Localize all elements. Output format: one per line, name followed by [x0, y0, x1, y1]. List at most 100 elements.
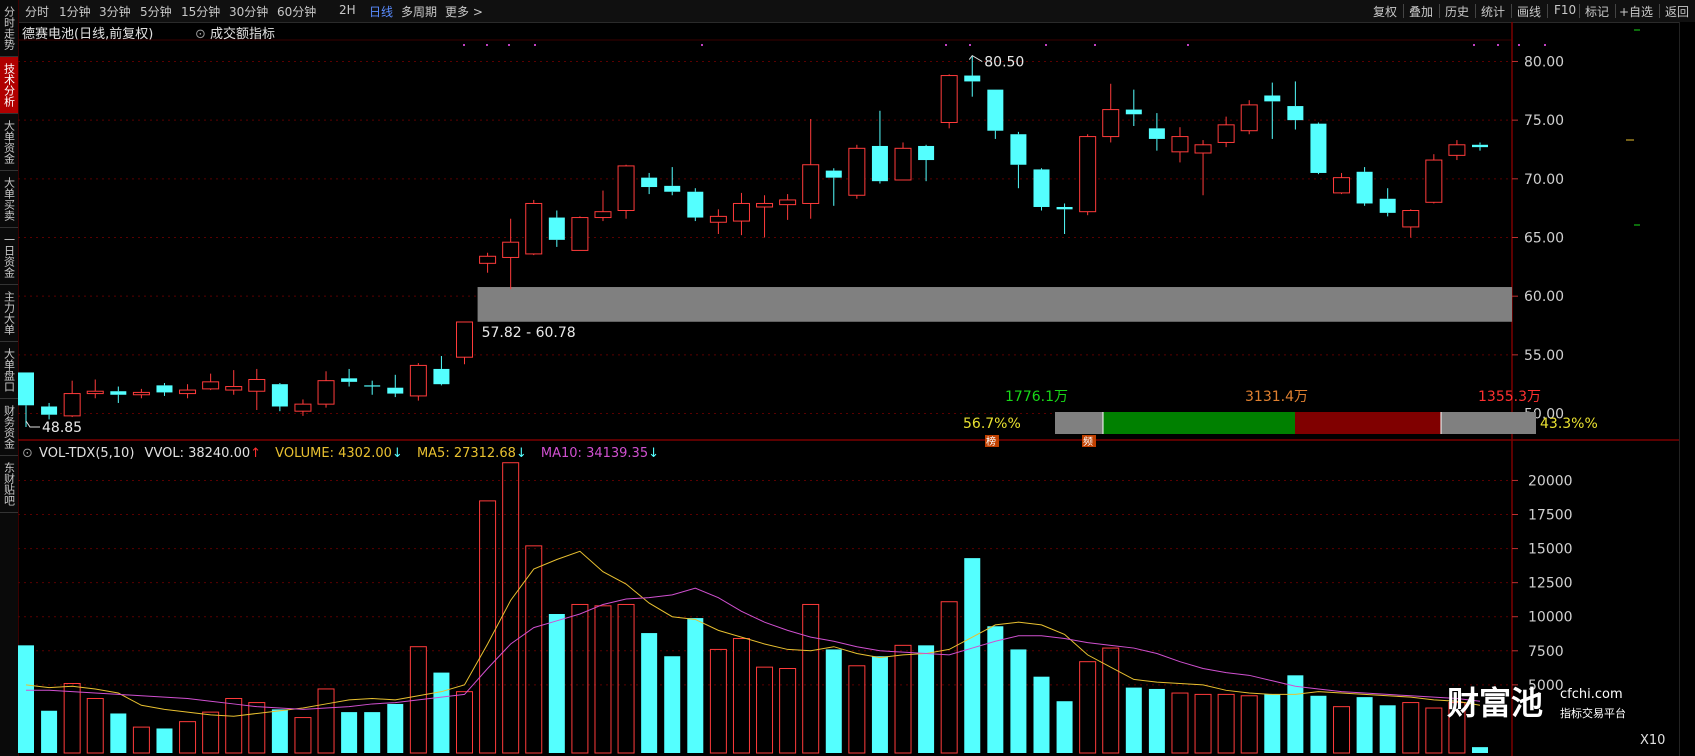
vvol-value: VVOL: 38240.00 [144, 446, 251, 461]
price-tick-label: 55.00 [1524, 348, 1564, 364]
sidebar-item-big-order-funds[interactable]: 大单资金 [0, 114, 18, 171]
indicator-selector[interactable]: ⊙ 成交额指标 [195, 23, 275, 42]
candle [317, 371, 335, 408]
candle-body [156, 385, 173, 393]
chip-tag-badge [985, 435, 999, 447]
toolbar-divider [1439, 4, 1440, 18]
volume-bar [433, 672, 450, 753]
ma-lines [25, 550, 1481, 717]
sidebar-item-big-order-book[interactable]: 大单盘口 [0, 342, 18, 399]
period-1min[interactable]: 1分钟 [59, 5, 91, 19]
candle-body [918, 145, 935, 161]
volume-value: VOLUME: 4302.00 [275, 446, 392, 461]
period-more[interactable]: 更多 > [445, 5, 483, 19]
sidebar-item-label: 大单资金 [2, 120, 16, 164]
candle-body [825, 170, 842, 178]
candle-body [1194, 144, 1212, 154]
volume-bar [894, 644, 912, 754]
volume-bar [364, 712, 381, 753]
volume-bar [1472, 747, 1488, 753]
volume-tick-label: 5000 [1528, 678, 1564, 694]
candle-body [1264, 95, 1281, 102]
low-price-label: 48.85 [42, 420, 82, 436]
candle [548, 210, 565, 247]
fuquan-button[interactable]: 复权 [1373, 5, 1398, 19]
candle-body [1240, 104, 1258, 132]
candle-body [1102, 109, 1120, 138]
candle [1472, 142, 1488, 151]
price-tick-label: 80.00 [1524, 54, 1564, 70]
volume-tick-label: 20000 [1528, 473, 1573, 489]
candle-body [687, 191, 704, 218]
period-30min[interactable]: 30分钟 [229, 5, 269, 19]
candle-body [1425, 159, 1443, 203]
period-5min[interactable]: 5分钟 [140, 5, 172, 19]
period-daily[interactable]: 日线 [369, 5, 394, 19]
mark-button[interactable]: 标记 [1585, 5, 1610, 19]
sidebar-item-main-big-orders[interactable]: 主力大单 [0, 285, 18, 342]
period-intraday[interactable]: 分时 [25, 5, 50, 19]
sidebar-item-technical[interactable]: 技术分析 [0, 57, 18, 114]
volume-unit: X10 [1640, 733, 1666, 748]
history-button[interactable]: 历史 [1445, 5, 1470, 19]
right-side-strip [1679, 22, 1695, 756]
high-price-label: 80.50 [984, 55, 1024, 71]
candle [86, 379, 104, 399]
candle-body [341, 378, 358, 382]
volume-bar [1033, 676, 1050, 753]
f10-button[interactable]: F10 [1554, 3, 1577, 17]
candle [709, 209, 727, 234]
chip-segment-green [1103, 412, 1295, 434]
sidebar-item-finance-funds[interactable]: 财务资金 [0, 399, 18, 456]
chip-tag-label: 榜 [986, 435, 996, 448]
candle-body [756, 202, 774, 208]
overlay-button[interactable]: 叠加 [1409, 5, 1434, 19]
volume-bar [1333, 706, 1351, 754]
period-60min[interactable]: 60分钟 [277, 5, 317, 19]
signal-dot [486, 44, 488, 46]
price-axis: 80.0075.0070.0065.0060.0055.0050.0020000… [1512, 54, 1573, 694]
period-3min[interactable]: 3分钟 [99, 5, 131, 19]
sidebar-item-daily-funds[interactable]: 一日资金 [0, 228, 18, 285]
candle [1425, 154, 1443, 204]
volume-bar [548, 613, 565, 753]
volume-bar [687, 618, 704, 753]
volume-bar [1240, 695, 1258, 754]
period-multi[interactable]: 多周期 [401, 5, 438, 19]
candle-body [1356, 171, 1373, 204]
price-tick-label: 60.00 [1524, 289, 1564, 305]
candle-body [1079, 136, 1097, 213]
vol-indicator-name[interactable]: VOL-TDX(5,10) [39, 446, 135, 461]
sidebar-item-forum[interactable]: 东财贴吧 [0, 456, 18, 513]
sidebar-item-big-order-trades[interactable]: 大单买卖 [0, 171, 18, 228]
chart-title: 德赛电池(日线,前复权) [22, 27, 154, 42]
chip-segment-gray-right [1441, 412, 1536, 434]
back-button[interactable]: 返回 [1665, 5, 1690, 19]
candle-body [871, 145, 888, 182]
candle [479, 252, 497, 273]
candle-body [225, 386, 243, 391]
volume-bar [571, 603, 589, 754]
candle-body [571, 217, 589, 251]
period-15min[interactable]: 15分钟 [181, 5, 221, 19]
signal-dot [534, 44, 536, 46]
candle-body [848, 147, 866, 196]
add-watchlist-button[interactable]: +自选 [1619, 5, 1654, 19]
volume-settings-icon[interactable]: ⊙ [22, 446, 33, 461]
sidebar-item-intraday[interactable]: 分时走势 [0, 0, 18, 57]
stats-button[interactable]: 统计 [1481, 5, 1506, 19]
draw-line-button[interactable]: 画线 [1517, 5, 1542, 19]
candle [918, 144, 935, 182]
candle [756, 195, 774, 238]
period-2h[interactable]: 2H [339, 3, 356, 17]
volume-bar [1356, 697, 1373, 753]
volume-tick-label: 12500 [1528, 576, 1573, 592]
high-marker [968, 54, 983, 63]
volume-bar [1194, 693, 1212, 754]
candle [433, 356, 450, 386]
sidebar-item-label: 东财贴吧 [2, 462, 16, 506]
volume-bar [225, 697, 243, 754]
candle [825, 168, 842, 206]
candle-body [779, 199, 797, 206]
